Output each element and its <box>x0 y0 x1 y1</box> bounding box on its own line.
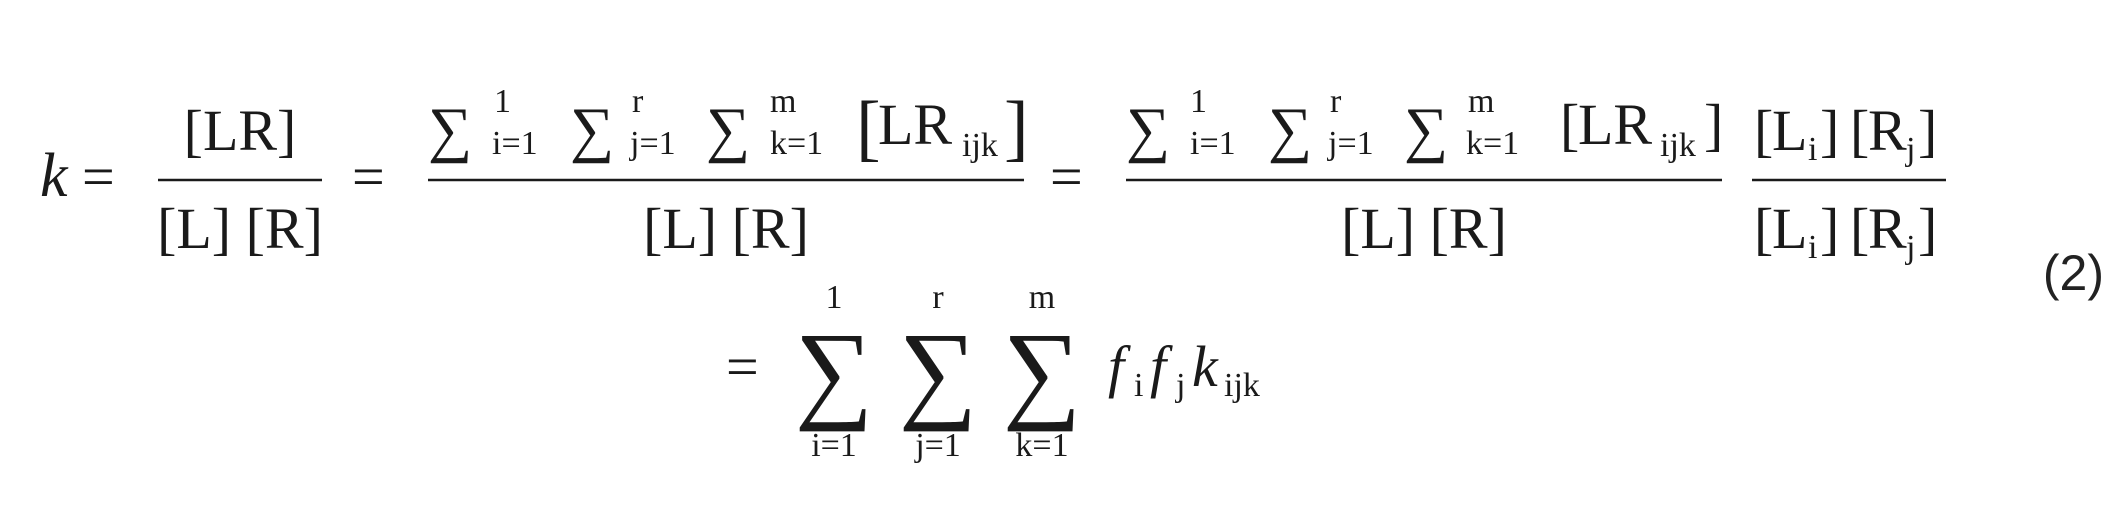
bracket-right: ] <box>1820 196 1839 261</box>
frac4-denominator: [ L i ] [ R j ] <box>1754 196 1937 266</box>
display-sums: 1 ∑ i=1 r ∑ j=1 m ∑ k=1 <box>795 279 1081 464</box>
sum-upper-k: m <box>770 83 796 120</box>
sum-lower-j: j=1 <box>914 427 961 464</box>
equals-1: = <box>82 144 115 209</box>
sum-symbol: ∑ <box>428 96 472 164</box>
sum-upper-i: 1 <box>494 83 511 120</box>
equals-4: = <box>726 334 759 399</box>
sum-lower-j: j=1 <box>1327 125 1374 162</box>
sum-upper-j: r <box>1330 83 1342 120</box>
bracket-right: ] <box>1918 98 1937 163</box>
sum-upper-j: r <box>932 279 944 316</box>
lr-base: LR <box>878 92 952 157</box>
r-base: R <box>1868 98 1907 163</box>
frac2-numerator: ∑ 1 i=1 ∑ r j=1 ∑ m k=1 [ LR ijk ] <box>428 83 1029 169</box>
summand: f i f j k ijk <box>1108 334 1260 404</box>
f-sub-i: i <box>1134 367 1143 404</box>
l-sub-i: i <box>1808 131 1817 168</box>
sum-symbol: ∑ <box>1268 96 1312 164</box>
equals-2: = <box>352 144 385 209</box>
equals-3: = <box>1050 144 1083 209</box>
bracket-left: [ <box>1560 92 1579 157</box>
sum-upper-k: m <box>1468 83 1494 120</box>
sum-symbol: ∑ <box>570 96 614 164</box>
sum-lower-k: k=1 <box>1015 427 1068 464</box>
bracket-left: [ <box>1754 196 1773 261</box>
equation-number: (2) <box>2042 245 2104 301</box>
lhs-k: k <box>40 142 69 210</box>
sum-symbol: ∑ <box>706 96 750 164</box>
bracket-right: ] <box>1918 196 1937 261</box>
sum-lower-i: i=1 <box>492 125 538 162</box>
r-base: R <box>1868 196 1907 261</box>
f-i: f <box>1108 334 1131 399</box>
r-sub-j: j <box>1905 229 1915 266</box>
sum-lower-k: k=1 <box>1466 125 1519 162</box>
l-sub-i: i <box>1808 229 1817 266</box>
k-sub-ijk: ijk <box>1224 367 1260 404</box>
sum-upper-i: 1 <box>1190 83 1207 120</box>
l-base: L <box>1772 196 1807 261</box>
bracket-left: [ <box>1850 98 1869 163</box>
bracket-right: ] <box>1004 87 1029 169</box>
sum-upper-i: 1 <box>826 279 843 316</box>
bracket-left: [ <box>1850 196 1869 261</box>
k-ijk: k <box>1192 334 1219 399</box>
frac1-numerator: [LR] <box>184 98 297 163</box>
sum-symbol-large: ∑ <box>1003 310 1081 432</box>
bracket-left: [ <box>856 87 881 169</box>
sum-symbol-large: ∑ <box>795 310 873 432</box>
sum-lower-i: i=1 <box>811 427 857 464</box>
r-sub-j: j <box>1905 131 1915 168</box>
sum-symbol: ∑ <box>1126 96 1170 164</box>
frac3-denominator: [L] [R] <box>1341 196 1507 261</box>
sum-lower-j: j=1 <box>629 125 676 162</box>
frac3-numerator: ∑ 1 i=1 ∑ r j=1 ∑ m k=1 [ LR ijk ] <box>1126 83 1723 164</box>
frac1-denominator: [L] [R] <box>157 196 323 261</box>
f-sub-j: j <box>1175 367 1185 404</box>
l-base: L <box>1772 98 1807 163</box>
bracket-left: [ <box>1754 98 1773 163</box>
frac4-numerator: [ L i ] [ R j ] <box>1754 98 1937 168</box>
sum-upper-j: r <box>632 83 644 120</box>
sum-lower-k: k=1 <box>770 125 823 162</box>
lr-sub-ijk: ijk <box>962 127 998 164</box>
lr-sub-ijk: ijk <box>1660 127 1696 164</box>
f-j: f <box>1150 334 1173 399</box>
sum-upper-k: m <box>1029 279 1055 316</box>
sum-lower-i: i=1 <box>1190 125 1236 162</box>
frac2-denominator: [L] [R] <box>643 196 809 261</box>
lr-base: LR <box>1578 92 1652 157</box>
sum-symbol: ∑ <box>1404 96 1448 164</box>
sum-symbol-large: ∑ <box>899 310 977 432</box>
bracket-right: ] <box>1820 98 1839 163</box>
bracket-right: ] <box>1704 92 1723 157</box>
